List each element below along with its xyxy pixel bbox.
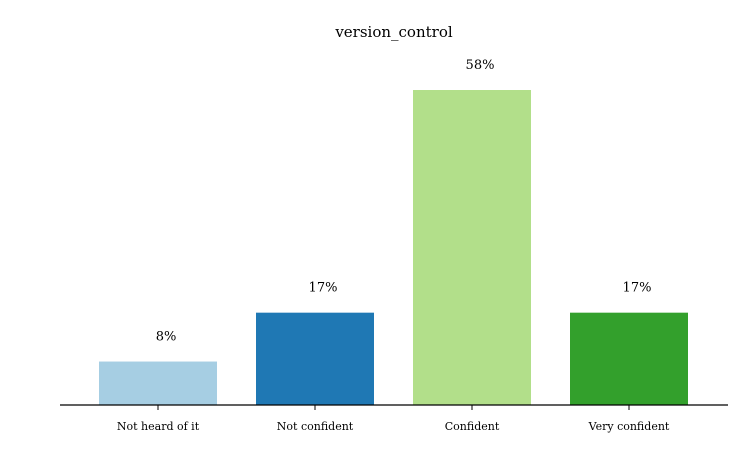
bar-value-label-1: 17% (309, 281, 338, 296)
bar-1 (256, 312, 374, 405)
bar-3 (570, 312, 688, 405)
x-tick-label-1: Not confident (277, 420, 354, 433)
x-tick-label-2: Confident (445, 420, 500, 433)
x-tick-label-3: Very confident (588, 420, 670, 433)
bar-value-label-3: 17% (623, 281, 652, 296)
bar-2 (413, 90, 531, 405)
x-tick-label-0: Not heard of it (117, 420, 200, 433)
bar-0 (99, 361, 217, 405)
chart-title: version_control (334, 23, 453, 41)
value-labels-group: 8% 17% 58% 17% (156, 58, 652, 345)
bar-value-label-0: 8% (156, 330, 177, 345)
x-ticks-group: Not heard of it Not confident Confident Ver… (117, 405, 670, 433)
bar-value-label-2: 58% (466, 58, 495, 73)
bars-group (99, 90, 688, 405)
